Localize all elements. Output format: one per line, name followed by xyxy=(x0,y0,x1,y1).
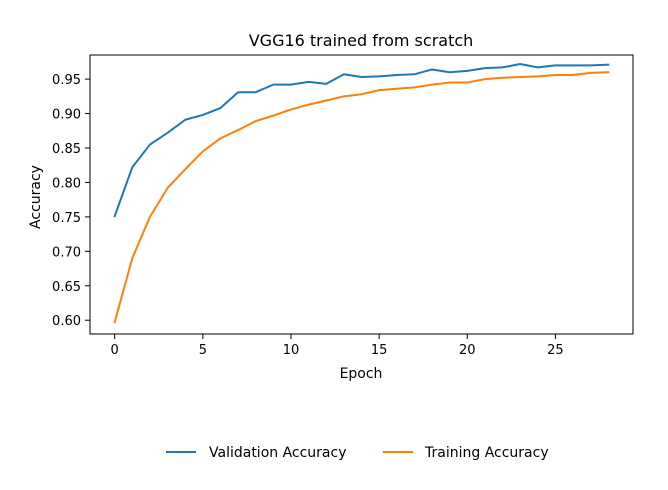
legend-label-0: Validation Accuracy xyxy=(209,445,347,461)
y-tick-label: 0.75 xyxy=(52,211,81,226)
x-tick-label: 5 xyxy=(199,343,207,358)
y-tick-label: 0.85 xyxy=(52,142,81,157)
x-tick-label: 15 xyxy=(371,343,388,358)
legend-label-1: Training Accuracy xyxy=(424,445,549,461)
y-tick-label: 0.80 xyxy=(52,176,81,191)
x-tick-label: 20 xyxy=(459,343,476,358)
x-tick-label: 25 xyxy=(547,343,564,358)
y-tick-label: 0.70 xyxy=(52,245,81,260)
series-line-1 xyxy=(113,71,610,324)
x-tick-label: 10 xyxy=(283,343,300,358)
y-tick-label: 0.90 xyxy=(52,108,81,123)
x-axis-label: Epoch xyxy=(340,366,383,382)
axes-frame xyxy=(89,54,634,335)
y-tick-label: 0.60 xyxy=(52,314,81,329)
y-axis-label: Accuracy xyxy=(28,165,44,229)
y-tick-label: 0.65 xyxy=(52,280,81,295)
chart-title: VGG16 trained from scratch xyxy=(249,31,474,50)
plot-area: 0 5 10 15 20 25 0.60 0.65 0.70 0.75 0.80 0.85 0.90 0.… xyxy=(52,54,634,358)
x-tick-label: 0 xyxy=(111,343,119,358)
y-tick-label: 0.95 xyxy=(52,73,81,88)
legend: Validation Accuracy Training Accuracy xyxy=(166,445,549,461)
series-line-0 xyxy=(113,62,610,218)
